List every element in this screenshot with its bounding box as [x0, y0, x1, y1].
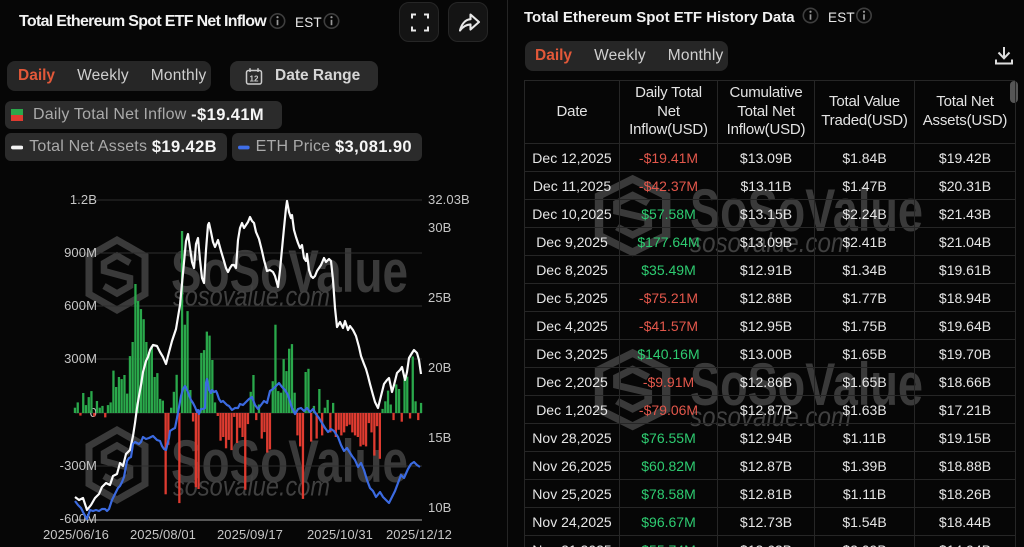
svg-text:2025/10/31: 2025/10/31: [307, 527, 373, 542]
svg-text:-600M: -600M: [60, 511, 97, 526]
svg-text:1.2B: 1.2B: [70, 192, 97, 207]
svg-text:2025/12/12: 2025/12/12: [386, 527, 452, 542]
svg-text:2025/08/01: 2025/08/01: [130, 527, 196, 542]
svg-text:32.03B: 32.03B: [428, 192, 470, 207]
svg-text:SoSoValue: SoSoValue: [690, 351, 923, 418]
svg-text:sosovalue.com: sosovalue.com: [690, 227, 851, 258]
svg-text:900M: 900M: [64, 245, 97, 260]
svg-text:2025/06/16: 2025/06/16: [43, 527, 109, 542]
svg-text:25B: 25B: [428, 290, 451, 305]
svg-text:sosovalue.com: sosovalue.com: [173, 281, 330, 312]
svg-text:-300M: -300M: [60, 458, 97, 473]
svg-text:0: 0: [90, 405, 97, 420]
svg-text:12: 12: [250, 74, 259, 83]
svg-text:SoSoValue: SoSoValue: [171, 238, 408, 305]
svg-text:300M: 300M: [64, 351, 97, 366]
svg-text:15B: 15B: [428, 430, 451, 445]
svg-text:20B: 20B: [428, 360, 451, 375]
svg-text:SoSoValue: SoSoValue: [690, 177, 923, 244]
svg-text:10B: 10B: [428, 500, 451, 515]
svg-text:2025/09/17: 2025/09/17: [217, 527, 283, 542]
svg-text:sosovalue.com: sosovalue.com: [690, 401, 851, 432]
svg-text:600M: 600M: [64, 298, 97, 313]
svg-text:30B: 30B: [428, 220, 451, 235]
